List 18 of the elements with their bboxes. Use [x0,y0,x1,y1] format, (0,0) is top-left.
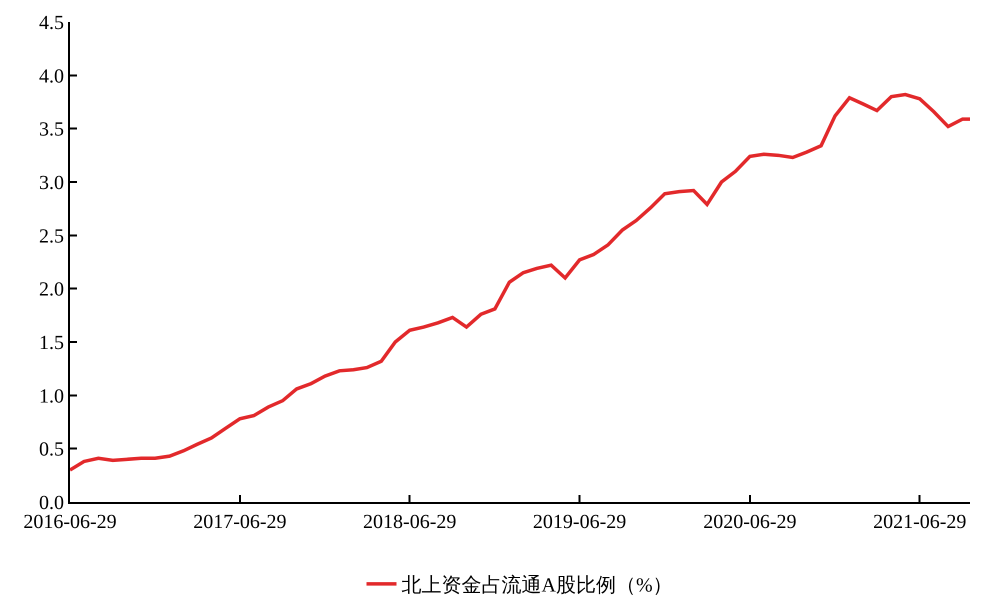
y-tick-label: 3.0 [39,172,64,194]
x-tick-label: 2017-06-29 [193,511,287,533]
y-tick-label: 2.0 [39,278,64,301]
y-tick-label: 2.5 [39,225,64,248]
y-tick-label: 0.5 [39,438,64,461]
x-tick-label: 2018-06-29 [363,511,456,533]
legend-label: 北上资金占流通A股比例（%） [402,574,673,597]
y-tick-label: 4.5 [39,12,64,34]
line-series [70,92,970,472]
y-tick-label: 1.0 [39,385,64,408]
x-tick-label: 2019-06-29 [532,511,626,533]
y-tick-label: 0.0 [39,492,64,514]
y-tick-label: 1.5 [39,332,64,354]
x-tick-label: 2016-06-29 [23,511,117,533]
x-tick-label: 2020-06-29 [703,511,797,533]
y-tick-label: 3.5 [39,118,64,141]
y-tick-label: 4.0 [39,65,64,88]
x-tick-label: 2021-06-29 [873,511,966,533]
